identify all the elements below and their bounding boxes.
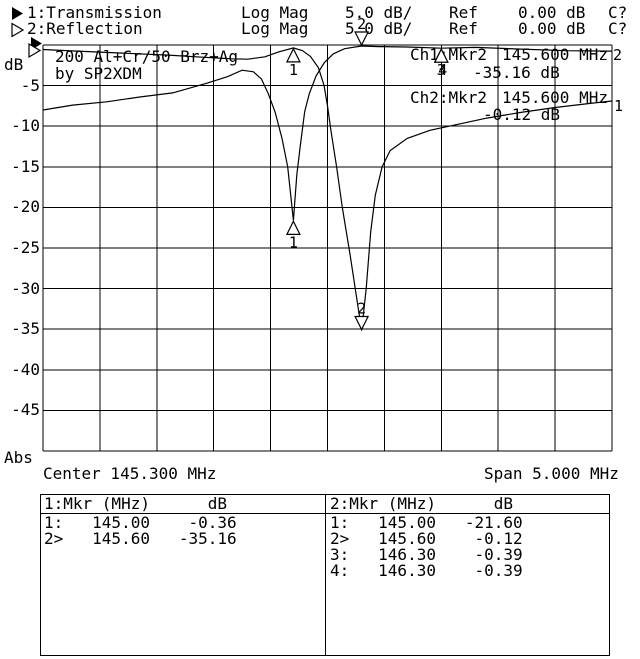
y-tick-label: -25: [11, 238, 40, 257]
readout-ch2-freq: 145.600 MHz: [502, 88, 608, 107]
ref-level-arrow-ch1-icon: [31, 37, 42, 50]
ch2-format: Log Mag: [241, 19, 309, 38]
ch1-cal-status: C?: [608, 3, 628, 22]
marker-table-row: 3: 146.30 -0.39: [330, 545, 523, 564]
marker-glyph-ch1-1: 1: [285, 47, 301, 79]
y-tick-label: -20: [11, 197, 40, 217]
y-axis-unit-label: dB: [4, 55, 24, 74]
ch1-title: 1:Transmission: [27, 3, 162, 22]
y-tick-label: -40: [11, 359, 40, 379]
y-tick-label: -30: [11, 278, 40, 298]
marker-glyph-ch2-1: 1: [285, 220, 301, 251]
marker-table-ch2-box: [325, 494, 610, 656]
y-axis-bottom-label: Abs: [4, 448, 33, 467]
marker-table-ch2-header: 2:Mkr (MHz) dB: [330, 494, 514, 513]
marker-table-header-separator: [40, 513, 610, 514]
trace2-id-label: 2: [613, 46, 623, 64]
marker-table-row: 4: 146.30 -0.39: [330, 561, 523, 580]
readout-ch2-label: Ch2:Mkr2: [410, 88, 488, 107]
y-tick-label: -45: [11, 400, 40, 420]
svg-text:1: 1: [289, 61, 298, 79]
ch2-ref-label: Ref: [449, 19, 478, 38]
svg-text:2: 2: [357, 300, 366, 318]
marker-table-row: 2> 145.60 -35.16: [44, 529, 237, 548]
x-axis-span-label: Span 5.000 MHz: [484, 464, 619, 483]
ch2-title: 2:Reflection: [27, 19, 143, 38]
readout-ch2-value: -0.12 dB: [483, 105, 561, 124]
marker-table-row: 1: 145.00 -21.60: [330, 513, 523, 532]
ch2-arrow-icon: [11, 22, 25, 38]
marker-glyph-ch1-2: 2: [354, 300, 370, 331]
marker-table-ch1-header: 1:Mkr (MHz) dB: [44, 494, 228, 513]
marker-table-row: 1: 145.00 -0.36: [44, 513, 237, 532]
ref-level-arrow-ch2-icon: [28, 42, 42, 59]
annotation-line1: 200 Al+Cr/50 Brz+Ag: [55, 47, 239, 66]
readout-ch1-freq: 145.600 MHz: [502, 45, 608, 64]
ch2-ref-value: 0.00 dB: [518, 19, 586, 38]
x-axis-center-label: Center 145.300 MHz: [43, 464, 217, 483]
annotation-line2: by SP2XDM: [55, 64, 142, 83]
marker-table-row: 2> 145.60 -0.12: [330, 529, 523, 548]
readout-ch1-label: Ch1:Mkr2: [410, 45, 488, 64]
y-tick-label: -10: [11, 116, 40, 136]
ch1-arrow-icon: [12, 7, 23, 20]
ch1-ref-value: 0.00 dB: [518, 3, 586, 22]
readout-ch1-value: -35.16 dB: [473, 63, 560, 82]
svg-text:1: 1: [289, 233, 298, 251]
ch2-scale: 5.0 dB/: [345, 19, 413, 38]
ch2-cal-status: C?: [608, 19, 628, 38]
ch1-format: Log Mag: [241, 3, 309, 22]
ch1-ref-label: Ref: [449, 3, 478, 22]
y-tick-label: -5: [20, 75, 40, 95]
y-tick-label: -15: [11, 156, 40, 176]
ch1-scale: 5.0 dB/: [345, 3, 413, 22]
y-tick-label: -35: [11, 319, 40, 339]
trace1-id-label: 1: [614, 97, 624, 115]
